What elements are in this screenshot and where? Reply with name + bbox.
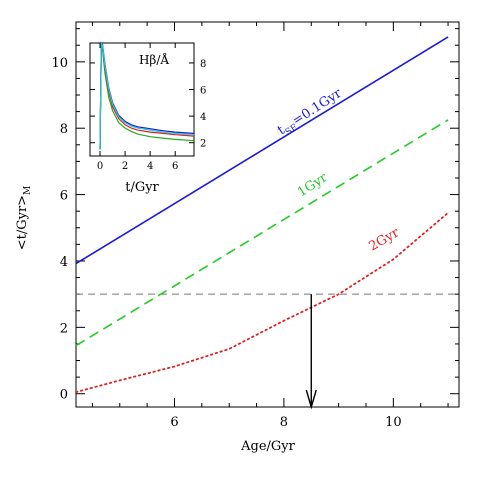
- x-axis-title: Age/Gyr: [240, 439, 296, 454]
- series-line: [75, 36, 449, 265]
- inset-y-tick-label: 6: [200, 86, 206, 97]
- inset-x-tick-label: 6: [172, 161, 178, 172]
- inset-chart: 0 2 4 6 2 4 6 8 Hβ/Å t/Gyr: [89, 41, 206, 195]
- inset-x-tick-label: 0: [97, 161, 103, 172]
- x-tick-label: 10: [385, 415, 402, 430]
- inset-y-tick-label: 4: [200, 112, 206, 123]
- inset-x-tick-label: 4: [147, 161, 153, 172]
- inset-frame: [89, 42, 195, 157]
- arrow-head: [305, 389, 317, 410]
- y-tick-label: 8: [60, 122, 68, 137]
- main-axis-ticks: 6 8 10 0 2 4 6 8 10: [51, 22, 459, 430]
- inset-title: Hβ/Å: [139, 52, 169, 67]
- inset-y-tick-label: 2: [200, 139, 206, 150]
- y-tick-label: 10: [51, 56, 68, 71]
- series-label-0p1gyr: tSF=0.1Gyr: [275, 85, 347, 140]
- series-line: [75, 211, 450, 394]
- y-tick-label: 4: [60, 255, 68, 270]
- inset-x-axis-title: t/Gyr: [125, 180, 159, 195]
- x-tick-label: 8: [280, 415, 288, 430]
- y-axis-title: <t/Gyr>M: [15, 186, 33, 251]
- inset-series-group: [99, 41, 195, 150]
- inset-x-tick-label: 2: [122, 161, 128, 172]
- x-tick-label: 6: [170, 415, 178, 430]
- y-tick-label: 2: [60, 321, 68, 336]
- inset-series-line: [99, 42, 195, 150]
- series-line: [75, 119, 449, 347]
- arrow: [305, 294, 317, 410]
- series-label-1gyr: 1Gyr: [295, 170, 331, 201]
- y-tick-label: 0: [60, 388, 68, 403]
- inset-y-tick-label: 8: [200, 59, 206, 70]
- plot-frame: [75, 21, 460, 408]
- series-label-2gyr: 2Gyr: [367, 225, 403, 254]
- inset-axis-ticks: 0 2 4 6 2 4 6 8: [90, 43, 206, 172]
- main-series-group: [75, 36, 450, 394]
- y-tick-label: 6: [60, 189, 68, 204]
